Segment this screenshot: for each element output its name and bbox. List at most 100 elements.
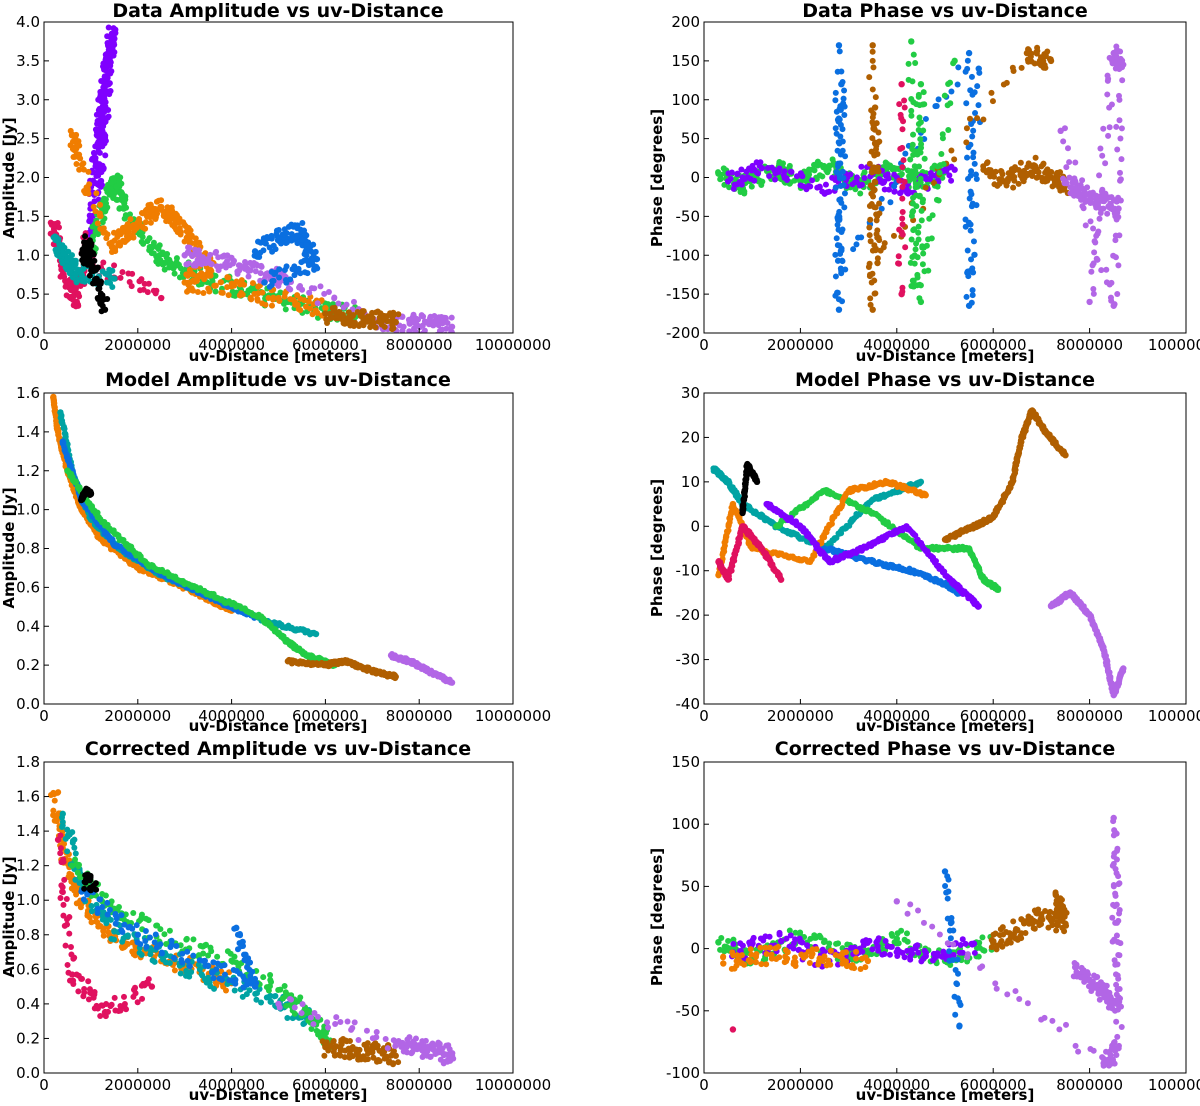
data-point bbox=[857, 190, 864, 197]
data-point bbox=[128, 283, 135, 290]
data-point bbox=[307, 305, 314, 312]
data-point bbox=[899, 183, 906, 190]
data-point bbox=[248, 296, 255, 303]
data-point bbox=[882, 172, 889, 179]
data-point bbox=[910, 131, 917, 138]
data-point bbox=[135, 218, 142, 225]
data-point bbox=[77, 155, 84, 162]
data-point bbox=[784, 176, 791, 183]
data-point bbox=[871, 152, 878, 159]
data-point bbox=[965, 302, 973, 309]
data-point bbox=[917, 136, 924, 143]
data-point bbox=[301, 297, 308, 304]
data-point bbox=[350, 298, 357, 305]
data-point bbox=[819, 173, 826, 180]
data-point bbox=[97, 201, 104, 208]
data-point bbox=[917, 81, 925, 88]
data-point bbox=[297, 307, 304, 314]
data-point bbox=[872, 179, 879, 186]
data-point bbox=[807, 183, 814, 190]
data-point bbox=[164, 250, 171, 257]
data-point bbox=[323, 316, 330, 323]
data-point bbox=[969, 200, 976, 207]
data-point bbox=[832, 89, 839, 96]
data-point bbox=[926, 215, 933, 222]
panel-title: Data Phase vs uv-Distance bbox=[802, 0, 1087, 22]
data-point bbox=[448, 329, 455, 333]
panel-model-phase: Model Phase vs uv-Distance uv-Distance [… bbox=[648, 369, 1200, 735]
data-point bbox=[899, 164, 906, 171]
data-point bbox=[93, 190, 100, 197]
data-point bbox=[285, 285, 292, 292]
data-point bbox=[836, 140, 843, 147]
data-point bbox=[876, 200, 883, 207]
data-point bbox=[826, 188, 833, 195]
data-point bbox=[907, 156, 914, 163]
data-point bbox=[1093, 232, 1100, 239]
data-point bbox=[156, 242, 163, 249]
data-point bbox=[899, 231, 906, 238]
plot-area bbox=[50, 393, 456, 686]
data-point bbox=[105, 57, 112, 64]
data-point bbox=[873, 146, 880, 153]
data-point bbox=[868, 279, 875, 286]
data-point bbox=[876, 138, 883, 145]
series bbox=[322, 304, 402, 333]
data-point bbox=[837, 160, 844, 167]
y-tick-label: 0.0 bbox=[16, 695, 40, 713]
data-point bbox=[1092, 239, 1099, 246]
data-point bbox=[317, 283, 324, 290]
data-point bbox=[835, 42, 843, 49]
data-point bbox=[1095, 204, 1102, 211]
data-point bbox=[870, 193, 877, 200]
data-point bbox=[915, 127, 922, 134]
data-point bbox=[919, 261, 926, 268]
data-point bbox=[78, 271, 85, 278]
data-point bbox=[912, 246, 919, 253]
data-point bbox=[1105, 194, 1112, 201]
data-point bbox=[321, 290, 328, 297]
data-point bbox=[101, 306, 109, 313]
data-point bbox=[1114, 146, 1121, 153]
data-point bbox=[104, 39, 111, 46]
data-point bbox=[100, 259, 107, 266]
data-point bbox=[1116, 169, 1123, 176]
data-point bbox=[171, 270, 178, 277]
data-point bbox=[895, 253, 902, 260]
y-axis-label: Amplitude [Jy] bbox=[0, 487, 18, 608]
data-point bbox=[225, 292, 232, 299]
data-point bbox=[988, 89, 995, 96]
data-point bbox=[207, 251, 214, 258]
data-point bbox=[125, 228, 132, 236]
data-point bbox=[840, 95, 847, 102]
y-tick-label: 0.5 bbox=[16, 285, 40, 303]
data-point bbox=[187, 286, 194, 293]
data-point bbox=[909, 141, 916, 148]
data-point bbox=[113, 196, 120, 203]
data-point bbox=[1090, 225, 1097, 232]
data-point bbox=[1060, 175, 1067, 182]
data-point bbox=[191, 260, 198, 267]
data-point bbox=[999, 171, 1006, 178]
data-point bbox=[1105, 75, 1112, 82]
data-point bbox=[356, 322, 363, 329]
data-point bbox=[91, 257, 98, 264]
panel-title: Model Amplitude vs uv-Distance bbox=[105, 369, 451, 391]
data-point bbox=[902, 244, 909, 251]
data-point bbox=[1096, 215, 1103, 222]
data-point bbox=[255, 238, 262, 245]
y-tick-label: 1.6 bbox=[16, 384, 40, 402]
series bbox=[284, 656, 399, 682]
data-point bbox=[1068, 184, 1075, 191]
data-point bbox=[941, 92, 948, 99]
data-point bbox=[212, 288, 219, 295]
data-point bbox=[1061, 180, 1068, 187]
data-point bbox=[871, 242, 878, 249]
series bbox=[905, 38, 958, 306]
data-point bbox=[1039, 161, 1046, 168]
data-point bbox=[281, 293, 288, 300]
data-point bbox=[1111, 210, 1118, 217]
panel-data-phase: Data Phase vs uv-Distance uv-Distance [m… bbox=[648, 0, 1200, 365]
data-point bbox=[1086, 298, 1093, 306]
data-point bbox=[1113, 123, 1120, 130]
